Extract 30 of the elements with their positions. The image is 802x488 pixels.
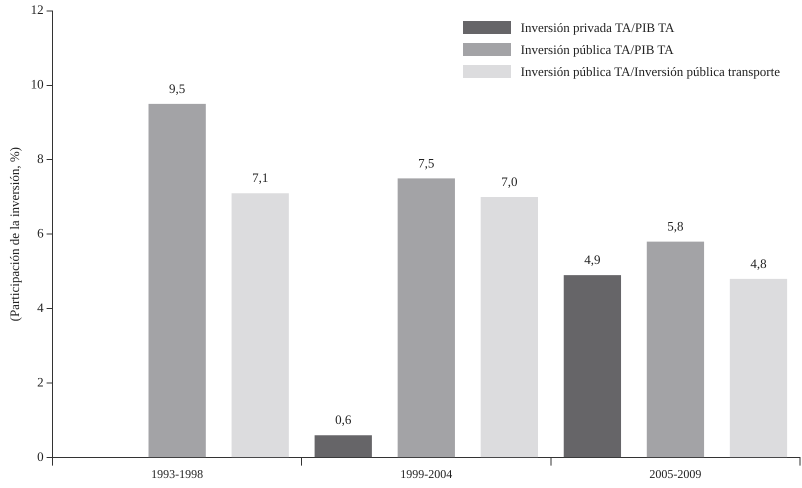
bar [232,193,289,458]
y-tick-label: 0 [37,449,44,464]
data-label: 7,5 [418,155,434,170]
legend-label: Inversión pública TA/PIB TA [520,42,674,58]
x-tick-label: 2005-2009 [649,466,702,481]
bar [730,278,788,458]
bar [480,196,538,458]
y-tick-label: 2 [37,374,44,390]
data-label: 4,9 [584,252,601,268]
y-tick-label: 4 [37,300,44,316]
y-tick-label: 8 [37,151,44,166]
bar [148,104,206,458]
x-tick-label: 1999-2004 [400,466,452,481]
bar [564,275,622,458]
x-tick-label: 1993-1998 [151,466,204,481]
y-tick-label: 10 [30,76,44,92]
legend-label: Inversión pública TA/Inversión pública transporte [520,64,780,80]
bar [398,178,455,458]
y-tick-label: 12 [30,2,44,18]
data-label: 9,5 [169,80,186,96]
bar [646,242,704,458]
data-label: 5,8 [667,218,684,234]
data-label: 0,6 [335,412,352,428]
y-axis-title: (Participación de la inversión, %) [7,147,22,322]
data-label: 7,0 [501,174,518,189]
data-label: 7,1 [252,170,268,186]
data-label: 4,8 [750,256,767,271]
bar [314,435,372,458]
y-tick-label: 6 [37,226,44,241]
legend-label: Inversión privada TA/PIB TA [520,20,674,36]
